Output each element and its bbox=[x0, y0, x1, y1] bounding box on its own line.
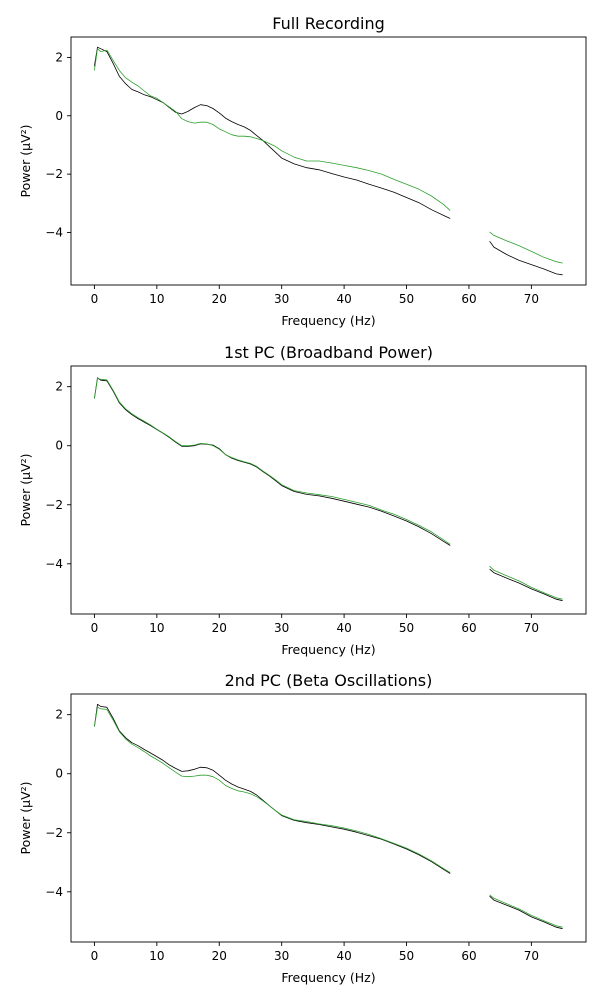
chart-title: 1st PC (Broadband Power) bbox=[224, 343, 433, 362]
x-tick-label: 10 bbox=[149, 949, 164, 963]
y-tick-label: −2 bbox=[45, 167, 63, 181]
x-tick-label: 10 bbox=[149, 621, 164, 635]
series-1-line-segment-2 bbox=[489, 240, 563, 276]
plot-frame bbox=[70, 36, 587, 286]
x-tick-label: 0 bbox=[91, 949, 99, 963]
plot-frame bbox=[70, 365, 587, 615]
y-tick-label: −4 bbox=[45, 885, 63, 899]
series-2-line-segment-1 bbox=[94, 48, 451, 211]
y-tick-label: 2 bbox=[55, 50, 63, 64]
x-tick-label: 30 bbox=[274, 949, 289, 963]
y-tick-label: 0 bbox=[55, 767, 63, 781]
plot-frame bbox=[70, 693, 587, 943]
x-tick-label: 70 bbox=[524, 621, 539, 635]
y-tick-label: −4 bbox=[45, 225, 63, 239]
y-tick-label: 2 bbox=[55, 380, 63, 394]
chart-panel-3: 2nd PC (Beta Oscillations)0 10 20 30 40 50 60 7… bbox=[18, 671, 587, 985]
y-tick-label: 0 bbox=[55, 439, 63, 453]
y-axis-label: Power (μV²) bbox=[18, 781, 33, 854]
chart-title: Full Recording bbox=[272, 14, 384, 33]
x-axis-label: Frequency (Hz) bbox=[281, 313, 375, 328]
y-tick-label: 0 bbox=[55, 109, 63, 123]
x-tick-label: 20 bbox=[212, 621, 227, 635]
chart-title: 2nd PC (Beta Oscillations) bbox=[225, 671, 433, 690]
x-tick-label: 40 bbox=[336, 621, 351, 635]
y-tick-label: −2 bbox=[45, 826, 63, 840]
x-axis-label: Frequency (Hz) bbox=[281, 970, 375, 985]
x-tick-label: 60 bbox=[461, 949, 476, 963]
y-tick-label: −4 bbox=[45, 557, 63, 571]
series-1-line-segment-2 bbox=[489, 568, 563, 602]
series-1-line-segment-1 bbox=[94, 703, 451, 874]
x-tick-label: 40 bbox=[336, 949, 351, 963]
x-tick-label: 70 bbox=[524, 292, 539, 306]
x-tick-label: 30 bbox=[274, 292, 289, 306]
y-tick-label: −2 bbox=[45, 498, 63, 512]
series-1-line-segment-2 bbox=[489, 895, 563, 930]
x-tick-label: 0 bbox=[91, 292, 99, 306]
series-1-line-segment-1 bbox=[94, 46, 451, 219]
series-2-line-segment-1 bbox=[94, 706, 451, 873]
x-tick-label: 30 bbox=[274, 621, 289, 635]
series-2-line-segment-2 bbox=[489, 231, 563, 264]
y-tick-label: 2 bbox=[55, 708, 63, 722]
x-tick-label: 20 bbox=[212, 292, 227, 306]
y-axis-label: Power (μV²) bbox=[18, 124, 33, 197]
x-tick-label: 20 bbox=[212, 949, 227, 963]
y-axis-label: Power (μV²) bbox=[18, 453, 33, 526]
series-2-line-segment-2 bbox=[489, 894, 563, 928]
series-2-line-segment-2 bbox=[489, 565, 563, 600]
x-tick-label: 50 bbox=[399, 621, 414, 635]
x-tick-label: 60 bbox=[461, 292, 476, 306]
x-tick-label: 50 bbox=[399, 949, 414, 963]
x-tick-label: 60 bbox=[461, 621, 476, 635]
x-tick-label: 50 bbox=[399, 292, 414, 306]
x-tick-label: 10 bbox=[149, 292, 164, 306]
x-axis-label: Frequency (Hz) bbox=[281, 642, 375, 657]
x-tick-label: 0 bbox=[91, 621, 99, 635]
series-2-line-segment-1 bbox=[94, 377, 451, 545]
x-tick-label: 70 bbox=[524, 949, 539, 963]
chart-panel-2: 1st PC (Broadband Power)0 10 20 30 40 50 60 702… bbox=[18, 343, 587, 657]
x-tick-label: 40 bbox=[336, 292, 351, 306]
series-1-line-segment-1 bbox=[94, 377, 451, 546]
